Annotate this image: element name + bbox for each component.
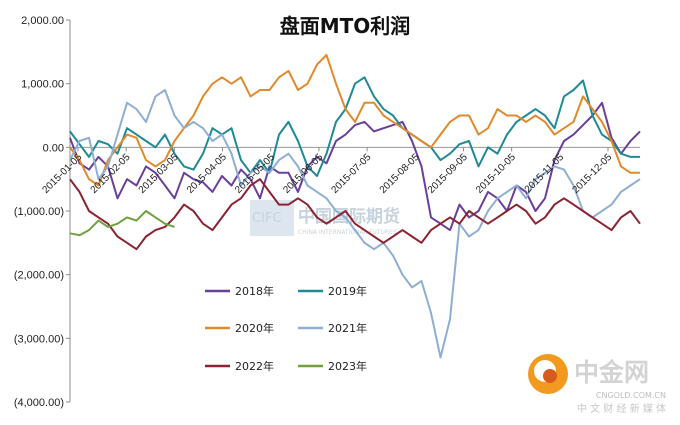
center-watermark-block: [250, 200, 294, 236]
center-watermark-subtext: CHINA INTERNATIONAL FUTURES: [298, 229, 397, 236]
series-layer: [69, 54, 641, 359]
series-line-2020年: [69, 54, 640, 187]
legend-entry-label: 2021年: [328, 321, 367, 335]
y-tick-label: (2,000.00): [14, 270, 64, 282]
y-tick-label: (4,000.00): [14, 397, 64, 409]
cngold-logo: 中金网 CNGOLD.COM.CN 中 文 财 经 新 媒 体: [528, 354, 666, 415]
y-tick-label: 2,000.00: [21, 15, 64, 27]
cngold-logo-name: 中金网: [574, 358, 649, 387]
legend-entry-label: 2019年: [328, 284, 367, 298]
y-tick-label: (3,000.00): [14, 333, 64, 345]
cngold-logo-url: CNGOLD.COM.CN: [596, 391, 666, 400]
series-line-2021年: [69, 89, 641, 359]
legend-entry-label: 2020年: [235, 321, 274, 335]
series-line-2019年: [69, 76, 640, 177]
legend-entry-label: 2023年: [328, 359, 367, 373]
series-line-2018年: [69, 101, 641, 232]
chart-title: 盘面MTO利润: [280, 14, 411, 38]
series-line-2023年: [69, 210, 175, 237]
y-tick-label: 1,000.00: [21, 79, 64, 91]
legend: 2018年 2019年 2020年 2021年 2022年 2023年: [205, 284, 367, 373]
y-tick-label: 0.00: [43, 142, 64, 154]
center-watermark-left-text: CIFC: [252, 211, 281, 226]
cngold-logo-tagline: 中 文 财 经 新 媒 体: [577, 402, 666, 415]
legend-entry-label: 2018年: [235, 284, 274, 298]
cngold-logo-dot: [543, 369, 557, 383]
series-line-2022年: [69, 178, 641, 251]
legend-entry-label: 2022年: [235, 359, 274, 373]
y-tick-label: (1,000.00): [14, 206, 64, 218]
axes-layer: 2,000.00 1,000.00 0.00 (1,000.00) (2,000.00)…: [14, 15, 640, 409]
